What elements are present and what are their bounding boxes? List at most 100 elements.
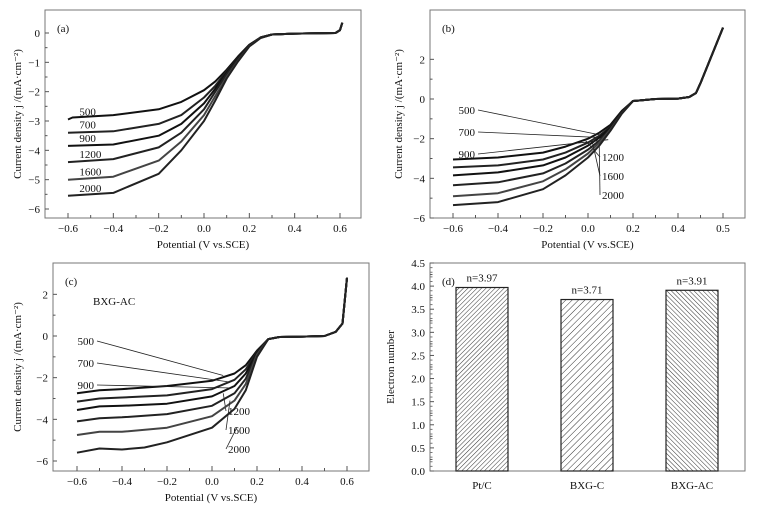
- series-line-2000: [452, 27, 724, 207]
- curve-label: 700: [78, 358, 95, 370]
- series-line-500: [452, 27, 724, 161]
- series-line-1600: [452, 27, 724, 198]
- x-tick-label: 0.4: [288, 223, 302, 235]
- x-tick-label: 0.6: [333, 223, 347, 235]
- y-tick-label: 2: [43, 289, 49, 301]
- y-tick-label: 0: [35, 28, 41, 40]
- x-tick-label: 0.0: [197, 223, 211, 235]
- curve-label: 1600: [79, 167, 102, 179]
- x-tick-label: 0.0: [581, 223, 595, 235]
- x-tick-label: 0.2: [250, 476, 264, 488]
- y-tick-label: −2: [28, 87, 40, 99]
- y-axis-label: Electron number: [385, 330, 397, 404]
- curve-label: 1200: [602, 152, 625, 164]
- curve-label: 2000: [602, 190, 625, 202]
- plot-frame: [52, 262, 370, 472]
- plot-frame: [429, 9, 746, 219]
- series-line-2000: [76, 277, 348, 454]
- series-line-1200: [67, 22, 344, 164]
- leader-line: [222, 393, 227, 412]
- x-tick-label: 0.2: [626, 223, 640, 235]
- curve-label: 1600: [228, 425, 251, 437]
- curve-label: 500: [459, 105, 476, 117]
- x-tick-label: −0.2: [157, 476, 177, 488]
- y-tick-label: 1.0: [411, 420, 425, 432]
- y-tick-label: 3.5: [411, 304, 425, 316]
- leader-line: [96, 340, 224, 376]
- series-line-900: [67, 22, 344, 147]
- x-tick-label: 0.6: [340, 476, 354, 488]
- curve-label: 2000: [228, 444, 251, 456]
- x-tick-label: −0.4: [488, 223, 508, 235]
- y-tick-label: −4: [36, 414, 48, 426]
- y-tick-label: −4: [413, 173, 425, 185]
- x-tick-label: 0.5: [716, 223, 730, 235]
- bar-value-label: n=3.91: [677, 275, 708, 287]
- y-tick-label: −2: [413, 134, 425, 146]
- panel-a: 0 −1 −2 −3 −4 −5 −6 (a) Current density j /(mA·c…: [12, 9, 362, 251]
- panel-b: 2 0 −2 −4 −6 (b) Current density j /(mA·cm⁻²) −…: [393, 9, 746, 251]
- x-axis-label: Potential (V vs.SCE): [165, 492, 258, 504]
- curve-label: 900: [459, 149, 476, 161]
- bar-pt-c: [455, 286, 509, 472]
- y-tick-label: −6: [28, 204, 40, 216]
- y-tick-label: −4: [28, 145, 40, 157]
- y-tick-label: 1.5: [411, 397, 425, 409]
- leader-line: [477, 109, 600, 136]
- y-tick-label: 4.5: [411, 258, 425, 270]
- curve-label: 500: [79, 107, 96, 119]
- leader-line: [96, 384, 233, 389]
- bar-bxg-ac: [665, 289, 719, 472]
- curve-label: 2000: [79, 183, 102, 195]
- curve-label: 900: [78, 380, 95, 392]
- x-tick-label: 0.2: [242, 223, 256, 235]
- x-tick-label: −0.4: [112, 476, 132, 488]
- x-category-label: BXG-C: [570, 480, 604, 492]
- y-tick-label: 0: [420, 94, 426, 106]
- y-tick-label: 2.5: [411, 350, 425, 362]
- bar-value-label: n=3.71: [572, 285, 603, 297]
- x-axis-label: Potential (V vs.SCE): [541, 239, 634, 251]
- panel-c: 2 0 −2 −4 −6 (c) Current density j /(mA·cm⁻²) −…: [12, 262, 370, 504]
- y-tick-label: −5: [28, 175, 40, 187]
- y-axis-label: Current density j /(mA·cm⁻²): [393, 49, 405, 179]
- y-axis-label: Current density j /(mA·cm⁻²): [12, 302, 24, 432]
- leader-line: [225, 427, 238, 450]
- panel-label: (d): [442, 276, 455, 288]
- y-tick-label: 2.0: [411, 374, 425, 386]
- x-tick-label: −0.2: [149, 223, 169, 235]
- y-tick-label: 0.0: [411, 466, 425, 478]
- y-tick-label: 4.0: [411, 281, 425, 293]
- bar-bxg-c: [560, 298, 614, 472]
- x-tick-label: −0.6: [67, 476, 87, 488]
- x-tick-label: −0.4: [103, 223, 123, 235]
- curve-label: 700: [79, 120, 96, 132]
- y-tick-label: 0: [43, 331, 49, 343]
- leader-line: [477, 131, 604, 139]
- series-line-2000: [67, 22, 344, 197]
- x-tick-label: −0.2: [533, 223, 553, 235]
- y-tick-label: −6: [36, 456, 48, 468]
- panel-label: (b): [442, 23, 455, 35]
- leader-line: [592, 142, 601, 177]
- y-tick-label: 3.0: [411, 327, 425, 339]
- curve-label: 500: [78, 336, 95, 348]
- panel-label: (c): [65, 276, 78, 288]
- series-line-500: [67, 22, 344, 121]
- y-axis-label: Current density j /(mA·cm⁻²): [12, 49, 24, 179]
- x-category-label: BXG-AC: [671, 480, 713, 492]
- y-tick-label: −3: [28, 116, 40, 128]
- curve-label: 900: [79, 133, 96, 145]
- y-tick-label: 2: [420, 54, 426, 66]
- panel-d: 0.0 0.5 1.0 1.5 2.0 2.5 3.0 3.5 4.0 4.5 (d) Electro…: [385, 258, 746, 492]
- leader-line: [96, 362, 228, 383]
- y-tick-label: −2: [36, 373, 48, 385]
- x-tick-label: −0.6: [58, 223, 78, 235]
- curve-label: 700: [459, 127, 476, 139]
- y-tick-label: −6: [413, 213, 425, 225]
- x-tick-label: −0.6: [443, 223, 463, 235]
- x-tick-label: 0.4: [671, 223, 685, 235]
- panel-label: (a): [57, 23, 70, 35]
- plot-frame: [44, 9, 362, 219]
- curve-label: 1600: [602, 171, 625, 183]
